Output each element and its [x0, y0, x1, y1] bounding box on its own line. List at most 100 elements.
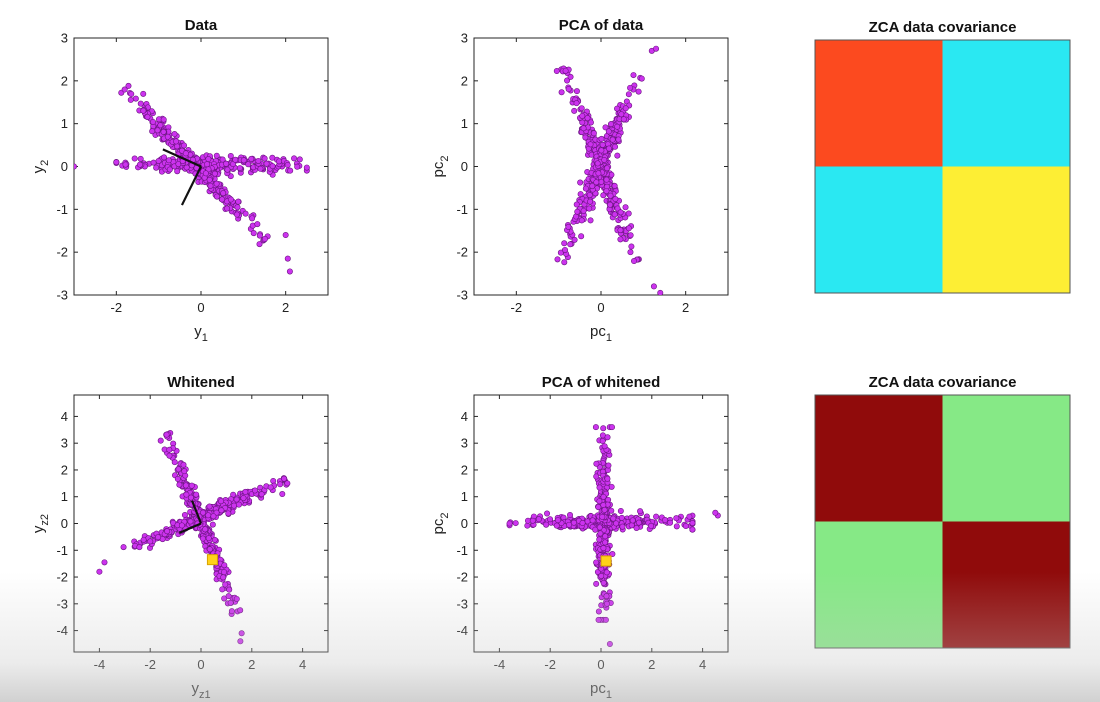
- data-point: [609, 136, 616, 143]
- y-tick-label: 3: [461, 436, 468, 451]
- data-point: [614, 152, 621, 159]
- data-point: [251, 487, 258, 494]
- data-point: [291, 155, 298, 162]
- y-axis-label: y2: [30, 160, 51, 174]
- x-tick-label: 2: [648, 657, 655, 672]
- data-point: [219, 156, 226, 163]
- x-tick-label: 2: [248, 657, 255, 672]
- data-point: [232, 156, 239, 163]
- data-point: [600, 192, 607, 199]
- data-point: [181, 142, 188, 149]
- data-point: [603, 593, 610, 600]
- data-point: [234, 211, 241, 218]
- highlighted-point: [600, 555, 612, 567]
- panel-pca-whitened: PCA of whitened-4 -2 0 2 4-4-3-2-101234pc1pc…: [430, 374, 729, 701]
- data-point: [593, 179, 600, 186]
- eigen-vector: [178, 522, 202, 534]
- data-point: [620, 116, 627, 123]
- data-point: [638, 75, 645, 82]
- data-point: [245, 161, 252, 168]
- data-point: [600, 579, 607, 586]
- data-point: [689, 526, 696, 533]
- data-point: [604, 434, 611, 441]
- data-point: [296, 156, 303, 163]
- data-point: [187, 518, 194, 525]
- data-point: [113, 159, 120, 166]
- x-tick-label: 0: [197, 657, 204, 672]
- data-point: [176, 481, 183, 488]
- heatmap-cell-0-1: [942, 395, 1070, 522]
- data-point: [202, 526, 209, 533]
- data-point: [261, 235, 268, 242]
- data-point: [157, 437, 164, 444]
- data-point: [269, 163, 276, 170]
- data-point: [287, 167, 294, 174]
- data-point: [543, 521, 550, 528]
- data-point: [593, 580, 600, 587]
- data-point: [294, 163, 301, 170]
- data-point: [154, 127, 161, 134]
- data-point: [147, 538, 154, 545]
- data-point: [622, 105, 629, 112]
- data-point: [578, 105, 585, 112]
- data-point: [181, 468, 188, 475]
- data-point: [667, 519, 674, 526]
- data-point: [199, 535, 206, 542]
- data-point: [237, 638, 244, 645]
- data-point: [150, 159, 157, 166]
- y-tick-label: 1: [61, 116, 68, 131]
- data-point: [682, 523, 689, 530]
- data-point: [599, 141, 606, 148]
- data-point: [608, 507, 615, 514]
- data-point: [577, 191, 584, 198]
- data-point: [529, 517, 536, 524]
- data-point: [222, 581, 229, 588]
- data-point: [618, 111, 625, 118]
- y-axis-label-sub: z2: [39, 514, 51, 526]
- data-point: [163, 431, 170, 438]
- data-point: [608, 483, 615, 490]
- data-point: [631, 258, 638, 265]
- data-point: [614, 205, 621, 212]
- data-point: [227, 196, 234, 203]
- panel-cov-whitened: ZCA data covariance: [814, 374, 1071, 649]
- data-point: [223, 160, 230, 167]
- data-point: [712, 509, 719, 516]
- data-point: [227, 599, 234, 606]
- data-point: [157, 122, 164, 129]
- data-point: [120, 544, 127, 551]
- data-point: [174, 475, 181, 482]
- data-point: [183, 491, 190, 498]
- data-point: [579, 112, 586, 119]
- data-point: [165, 157, 172, 164]
- data-point: [558, 89, 565, 96]
- y-tick-label: -4: [56, 623, 68, 638]
- x-axis-label-main: pc: [590, 680, 606, 697]
- data-point: [595, 608, 602, 615]
- data-point: [617, 236, 624, 243]
- data-point: [622, 204, 629, 211]
- y-tick-label: 2: [61, 73, 68, 88]
- data-point: [228, 608, 235, 615]
- data-point: [604, 165, 611, 172]
- data-point: [650, 283, 657, 290]
- data-point: [137, 100, 144, 107]
- y-axis-label-sub: 2: [439, 156, 451, 162]
- x-axis-label-main: pc: [590, 323, 606, 340]
- eigen-vector: [162, 148, 202, 168]
- data-point: [171, 131, 178, 138]
- data-point: [594, 160, 601, 167]
- data-point: [261, 155, 268, 162]
- data-point: [586, 205, 593, 212]
- data-point: [263, 160, 270, 167]
- data-point: [174, 143, 181, 150]
- x-tick-label: 0: [597, 300, 604, 315]
- data-point: [125, 82, 132, 89]
- data-point: [166, 452, 173, 459]
- data-point: [608, 424, 615, 431]
- data-point: [254, 221, 261, 228]
- data-point: [574, 208, 581, 215]
- data-point: [144, 113, 151, 120]
- data-point: [286, 268, 293, 275]
- data-point: [580, 125, 587, 132]
